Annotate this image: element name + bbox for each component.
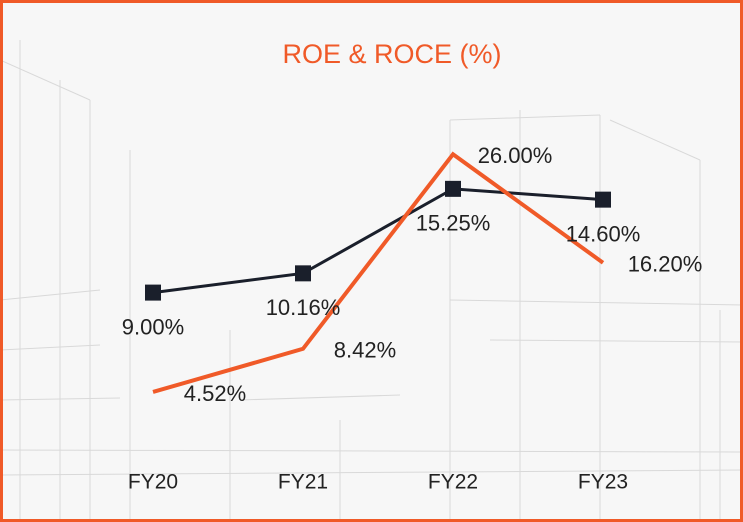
marker (445, 180, 461, 197)
data-label: 8.42% (334, 338, 396, 363)
data-label: 15.25% (416, 211, 491, 236)
x-tick-label: FY20 (128, 471, 178, 494)
series-line (152, 151, 605, 394)
background-sketch (0, 40, 743, 522)
x-tick-label: FY23 (578, 471, 628, 494)
marker (295, 265, 311, 282)
x-tick-label: FY22 (428, 471, 478, 494)
data-label: 9.00% (122, 314, 184, 339)
data-label: 10.16% (266, 295, 341, 320)
marker (595, 191, 611, 208)
data-label: 4.52% (184, 381, 246, 406)
x-tick-label: FY21 (278, 471, 328, 494)
marker (145, 284, 161, 301)
series-line (152, 187, 604, 295)
data-label: 16.20% (628, 252, 703, 277)
data-label: 26.00% (478, 143, 553, 168)
chart-title: ROE & ROCE (%) (282, 39, 501, 69)
data-label: 14.60% (566, 221, 641, 246)
